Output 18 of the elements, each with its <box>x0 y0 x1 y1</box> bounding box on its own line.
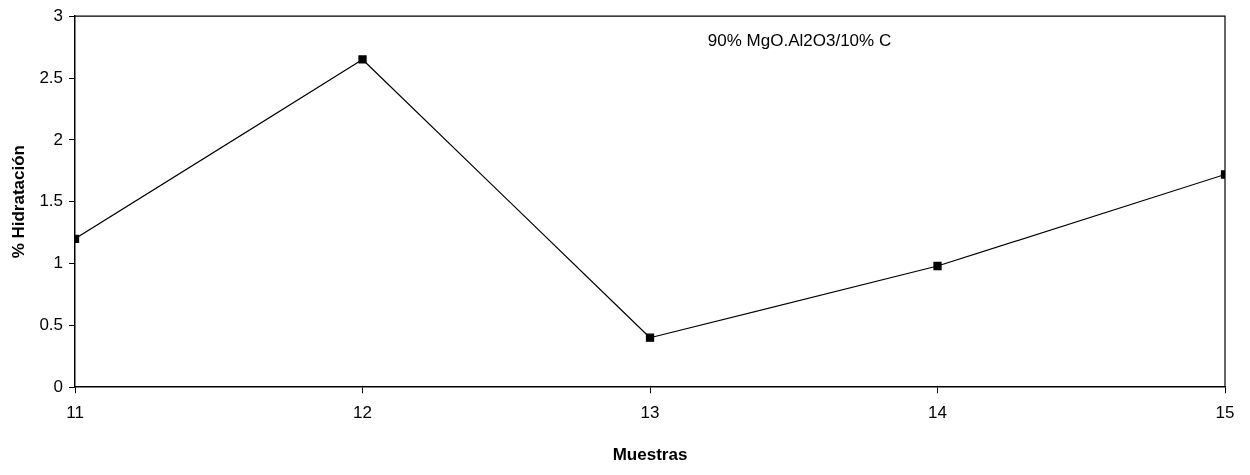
y-axis-title: % Hidratación <box>8 145 28 259</box>
point <box>358 55 367 64</box>
point <box>645 333 655 342</box>
x-tick-label: 14 <box>928 403 947 423</box>
point <box>933 261 942 271</box>
y-tick-label: 0.5 <box>39 315 64 335</box>
x-axis-title: Muestras <box>612 445 688 465</box>
y-tick-label: 2.5 <box>39 67 64 87</box>
x-tick-label: 15 <box>1215 403 1235 423</box>
annotation: 90% MgO.Al2O3/10% C <box>707 30 892 50</box>
y-tick-label: 1.5 <box>39 191 64 211</box>
y-tick-label: 3 <box>53 5 64 25</box>
y-tick-label: 2 <box>53 129 64 149</box>
x-tick-label: 12 <box>353 403 372 423</box>
y-tick-label: 1 <box>53 253 64 273</box>
y-tick-label: 0 <box>53 376 64 396</box>
x-tick-label: 11 <box>66 403 84 423</box>
x-tick-label: 13 <box>640 403 660 423</box>
